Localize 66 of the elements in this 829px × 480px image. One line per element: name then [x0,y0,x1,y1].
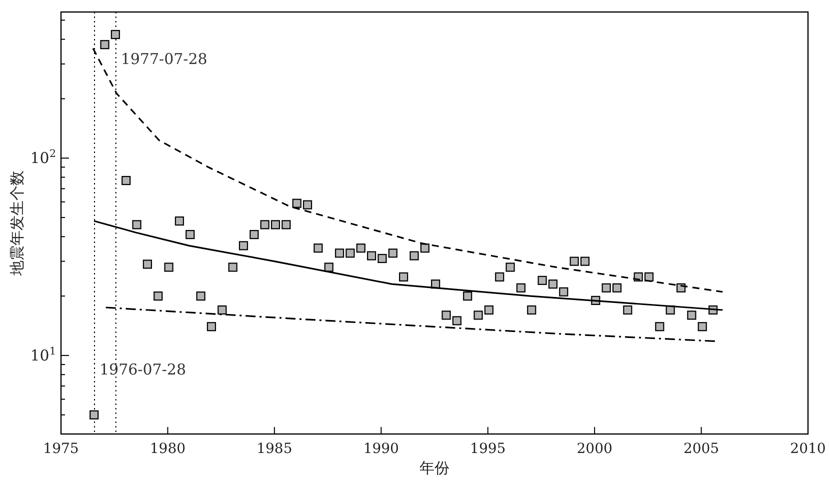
point [410,251,419,260]
point [324,262,334,272]
point [527,305,536,315]
point [218,305,227,315]
point [302,200,312,210]
point [366,251,376,260]
point [292,198,302,208]
x-tick-label: 2010 [790,441,826,457]
point [314,244,323,253]
y-axis-title: 地震年发生个数 [8,170,26,276]
point [442,310,451,320]
point [250,230,259,240]
point [548,280,558,289]
point [698,322,707,332]
point [687,310,696,320]
point [378,254,387,264]
point [110,30,120,40]
point [399,272,408,282]
point [612,283,622,292]
point [174,216,184,226]
y-tick-label: 10$^{2}$ [30,148,56,168]
point [122,176,131,186]
point [186,230,195,240]
point [420,244,430,253]
y-tick-label: 10$^{1}$ [30,345,56,364]
point [495,272,504,282]
point [334,248,344,258]
point [602,283,611,292]
point [164,262,174,272]
point [270,220,280,230]
point [206,322,216,332]
x-tick-label: 1980 [150,441,186,457]
x-axis-title: 年份 [420,459,450,477]
point [346,248,355,258]
x-tick-label: 1990 [363,441,399,457]
point [282,220,291,230]
point [452,316,462,326]
point [100,40,110,50]
point [154,292,163,301]
point [559,287,568,296]
point [228,262,238,272]
point [570,256,579,266]
point [388,248,398,258]
point [506,262,515,272]
x-tick-label: 1975 [43,441,79,457]
point [132,220,142,230]
point [356,244,366,253]
annotation: 1977-07-28 [120,50,208,68]
point [623,305,632,315]
point [484,305,494,315]
point [260,220,270,230]
point [196,292,206,301]
point [655,322,664,332]
point [516,283,526,292]
point [238,241,248,250]
point [474,310,483,320]
point [90,410,99,420]
x-tick-label: 2005 [683,441,720,457]
point [463,292,472,301]
x-tick-label: 2000 [576,441,612,457]
point [142,260,152,269]
point [538,276,547,285]
point [580,256,590,266]
x-tick-label: 1985 [256,441,292,457]
annotation: 1976-07-28 [100,360,186,379]
x-tick-label: 1995 [470,441,506,457]
